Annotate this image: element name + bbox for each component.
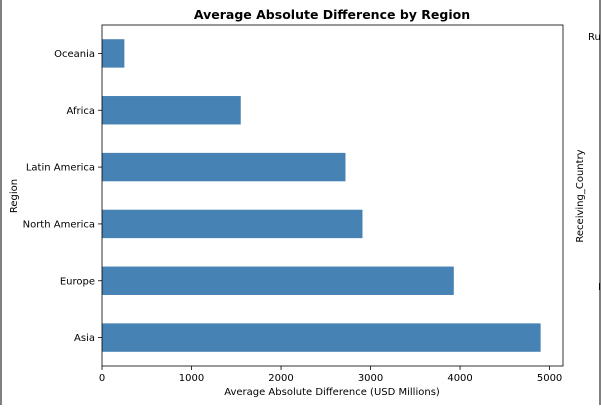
plot-area: Asia Europe North America Latin America Afri… (23, 24, 564, 384)
y-axis-label: Region (9, 179, 20, 213)
x-axis-label: Average Absolute Difference (USD Million… (224, 387, 440, 398)
x-tick-label-5000: 5000 (537, 373, 562, 384)
bar-north-america (102, 209, 363, 239)
plot-frame (101, 24, 564, 367)
bar-oceania (102, 39, 125, 68)
y-tick-label-africa: Africa (66, 106, 95, 117)
x-tick-label-0: 0 (99, 373, 105, 384)
bar-europe (102, 266, 454, 295)
bar-africa (102, 96, 241, 125)
y-tick-label-latin-america: Latin America (26, 163, 95, 174)
y-tick-label-asia: Asia (74, 333, 95, 344)
x-tick-label-3000: 3000 (358, 373, 383, 384)
chart-title: Average Absolute Difference by Region (194, 7, 470, 22)
x-tick-label-4000: 4000 (447, 373, 472, 384)
bar-asia (102, 323, 541, 352)
side-panel-partial-label-top: Ru (588, 32, 601, 43)
y-tick-label-oceania: Oceania (54, 49, 95, 60)
x-tick-label-2000: 2000 (268, 373, 293, 384)
side-panel-y-axis-label: Receiving_Country (575, 149, 586, 242)
bar-latin-america (102, 152, 346, 182)
y-tick-label-north-america: North America (23, 219, 95, 230)
side-panel-partial-label-bottom: I (598, 282, 601, 293)
y-tick-label-europe: Europe (60, 276, 95, 287)
x-tick-label-1000: 1000 (179, 373, 204, 384)
